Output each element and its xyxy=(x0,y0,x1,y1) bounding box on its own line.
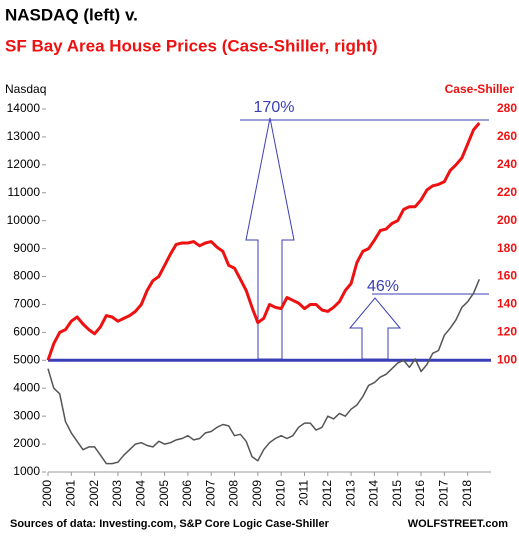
annotation: 170% xyxy=(254,99,295,116)
y2-tick-label: 100 xyxy=(497,352,517,366)
y-tick-label: 14000 xyxy=(7,101,41,115)
y2-tick-label: 160 xyxy=(497,269,517,283)
x-tick-label: 2012 xyxy=(320,480,334,507)
y-tick-label: 10000 xyxy=(7,213,41,227)
y-tick-label: 8000 xyxy=(13,269,40,283)
x-tick-label: 2009 xyxy=(250,480,264,507)
y-tick-label: 11000 xyxy=(8,185,41,199)
x-tick-label: 2005 xyxy=(157,480,171,507)
y2-tick-label: 180 xyxy=(497,241,517,255)
chart-title: NASDAQ (left) v. xyxy=(5,5,138,24)
x-tick-label: 2004 xyxy=(133,480,147,507)
y2-tick-label: 260 xyxy=(497,129,517,143)
y-tick-label: 2000 xyxy=(13,436,40,450)
y-axis-label: Nasdaq xyxy=(5,82,46,96)
source: Sources of data: Investing.com, S&P Core… xyxy=(10,518,330,530)
x-tick-label: 2016 xyxy=(413,480,427,507)
y-tick-label: 5000 xyxy=(13,352,40,366)
series-line xyxy=(47,279,480,465)
x-tick-label: 2011 xyxy=(297,480,311,506)
y-tick-label: 12000 xyxy=(7,157,41,171)
x-tick-label: 2018 xyxy=(460,480,474,507)
y-tick-label: 3000 xyxy=(13,408,40,422)
x-tick-label: 2000 xyxy=(40,480,54,507)
y-tick-label: 6000 xyxy=(13,325,40,339)
y-tick-label: 4000 xyxy=(13,380,40,394)
y2-tick-label: 140 xyxy=(497,297,517,311)
x-tick-label: 2015 xyxy=(390,480,404,507)
y-tick-label: 9000 xyxy=(13,241,40,255)
x-tick-label: 2017 xyxy=(437,480,451,507)
y2-axis-label: Case-Shiller xyxy=(445,82,515,96)
y2-tick-label: 220 xyxy=(497,185,517,199)
x-tick-label: 2014 xyxy=(367,480,381,507)
y-tick-label: 1000 xyxy=(13,464,40,478)
y-tick-label: 13000 xyxy=(7,129,41,143)
y-tick-label: 7000 xyxy=(13,297,40,311)
y2-tick-label: 200 xyxy=(497,213,517,227)
y2-tick-label: 240 xyxy=(497,157,517,171)
x-tick-label: 2010 xyxy=(273,480,287,507)
arrows xyxy=(240,117,489,360)
x-tick-label: 2003 xyxy=(110,480,124,507)
x-tick-label: 2006 xyxy=(180,480,194,507)
x-tick-label: 2002 xyxy=(87,480,101,507)
y2-tick-label: 120 xyxy=(497,325,517,339)
brand: WOLFSTREET.com xyxy=(408,518,508,530)
series-line xyxy=(46,122,481,361)
annotation: 46% xyxy=(367,278,399,295)
x-tick-label: 2013 xyxy=(343,480,357,507)
x-tick-label: 2001 xyxy=(63,480,77,507)
y2-tick-label: 280 xyxy=(497,101,517,115)
chart-subtitle: SF Bay Area House Prices (Case-Shiller, … xyxy=(5,36,378,55)
x-tick-label: 2008 xyxy=(227,480,241,507)
x-tick-label: 2007 xyxy=(203,480,217,507)
